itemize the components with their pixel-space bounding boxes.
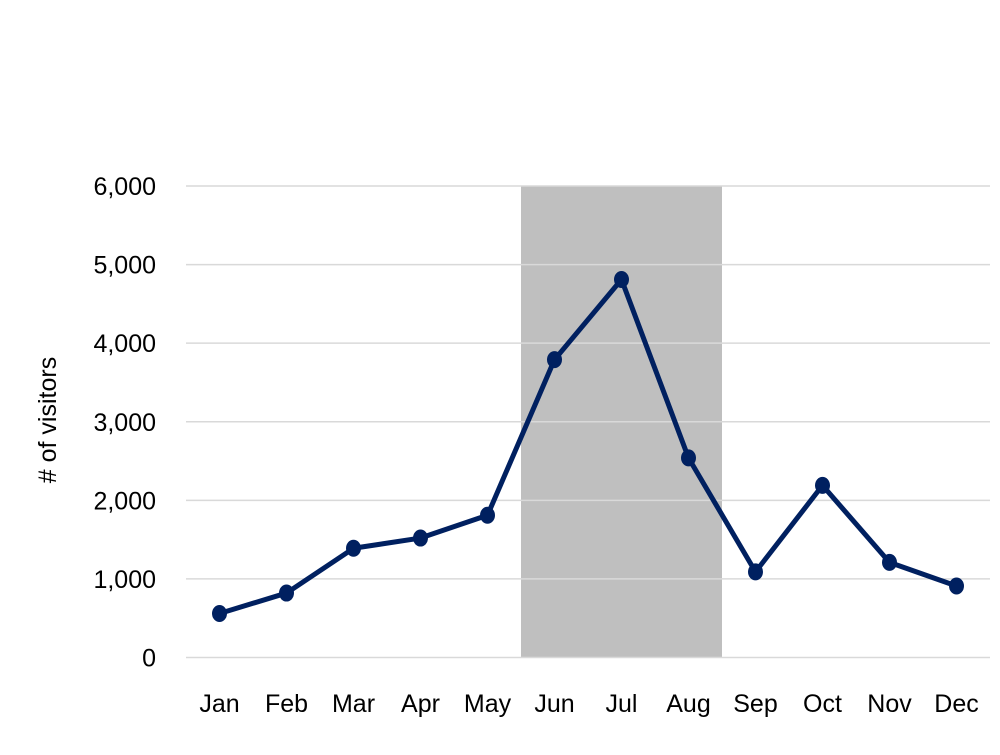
x-tick-label: Oct xyxy=(803,690,842,718)
data-point-mar xyxy=(346,539,361,557)
data-point-jul xyxy=(614,271,629,289)
data-point-jan xyxy=(212,604,227,622)
x-tick-label: Aug xyxy=(666,690,710,718)
data-point-aug xyxy=(681,449,696,467)
y-tick-label: 5,000 xyxy=(93,252,156,280)
data-point-oct xyxy=(815,476,830,494)
y-tick-label: 4,000 xyxy=(93,330,156,358)
x-tick-label: Jul xyxy=(606,690,638,718)
x-tick-label: Nov xyxy=(867,690,912,718)
y-tick-label: 6,000 xyxy=(93,173,156,201)
x-tick-label: Jan xyxy=(199,690,239,718)
x-tick-label: Mar xyxy=(332,690,375,718)
x-tick-label: Sep xyxy=(733,690,777,718)
x-tick-label: Dec xyxy=(934,690,978,718)
data-point-nov xyxy=(882,553,897,571)
x-tick-label: Feb xyxy=(265,690,308,718)
series-line xyxy=(218,277,958,616)
x-tick-label: Jun xyxy=(534,690,574,718)
y-tick-label: 0 xyxy=(142,645,156,673)
data-point-apr xyxy=(413,529,428,547)
data-point-may xyxy=(480,506,495,524)
data-point-jun xyxy=(547,351,562,369)
y-tick-label: 1,000 xyxy=(93,566,156,594)
x-tick-label: May xyxy=(464,690,512,718)
data-point-sep xyxy=(748,563,763,581)
data-point-feb xyxy=(279,584,294,602)
y-tick-label: 2,000 xyxy=(93,487,156,515)
y-tick-label: 3,000 xyxy=(93,409,156,437)
x-tick-label: Apr xyxy=(401,690,440,718)
data-point-dec xyxy=(949,577,964,595)
y-axis-label: # of visitors xyxy=(34,357,62,483)
